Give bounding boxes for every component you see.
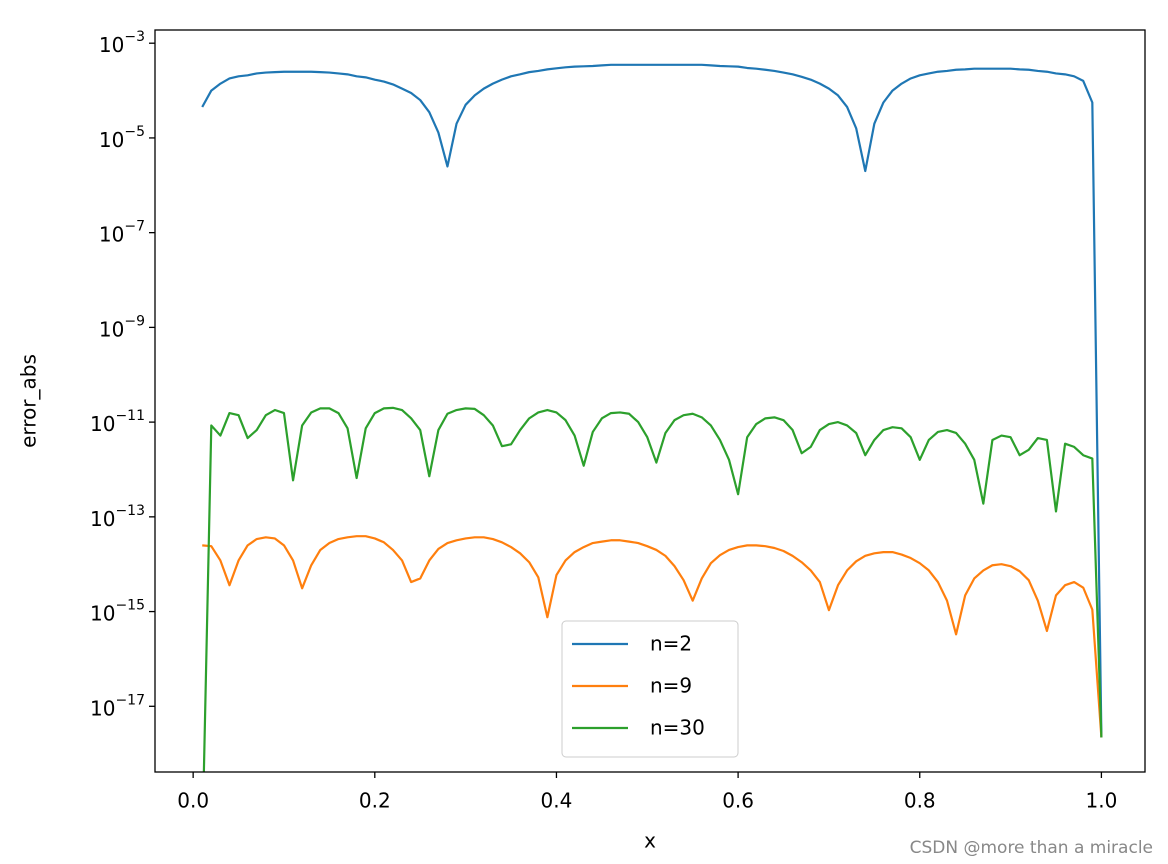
- data-line: [202, 406, 1103, 772]
- y-axis-label: error_abs: [17, 354, 41, 448]
- x-tick-label: 0.0: [177, 789, 209, 813]
- axes-frame: [154, 29, 1146, 773]
- y-tick-label: 10−15: [90, 598, 145, 626]
- legend: n=2 n=9 n=30: [561, 620, 739, 758]
- x-tick-label: 0.8: [904, 789, 936, 813]
- x-tick-label: 0.6: [722, 789, 754, 813]
- x-tick-label: 0.2: [359, 789, 391, 813]
- x-tick-label: 1.0: [1085, 789, 1117, 813]
- x-axis-label: x: [644, 829, 656, 853]
- y-tick-label: 10−7: [99, 219, 145, 247]
- y-tick-label: 10−5: [99, 124, 145, 152]
- y-tick-label: 10−3: [99, 29, 145, 57]
- legend-label: n=30: [650, 716, 705, 740]
- data-line: [201, 63, 1103, 738]
- data-line: [202, 535, 1103, 738]
- legend-label: n=9: [650, 674, 692, 698]
- y-tick-label: 10−9: [99, 313, 145, 341]
- legend-box: [561, 620, 739, 758]
- y-tick-label: 10−11: [90, 408, 145, 436]
- watermark: CSDN @more than a miracle: [910, 838, 1153, 858]
- y-tick-label: 10−13: [90, 503, 145, 531]
- legend-label: n=2: [650, 632, 692, 656]
- y-tick-label: 10−17: [90, 692, 145, 720]
- x-tick-label: 0.4: [541, 789, 573, 813]
- plot-area: [201, 63, 1103, 772]
